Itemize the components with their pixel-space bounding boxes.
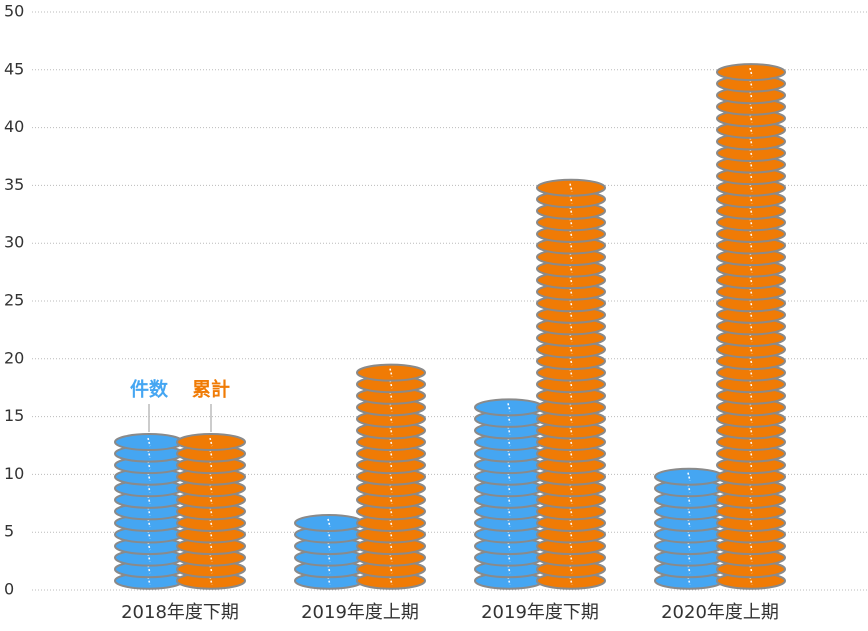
- coin-stack: [654, 467, 724, 590]
- coin-stack: [176, 433, 246, 590]
- x-tick-label: 2018年度下期: [121, 602, 239, 623]
- coin-shine: [507, 403, 511, 412]
- coin-shine: [569, 183, 573, 192]
- coin-shine: [749, 67, 753, 77]
- y-tick-label: 30: [4, 233, 24, 252]
- x-tick-label: 2020年度上期: [661, 602, 779, 623]
- y-tick-label: 50: [4, 2, 24, 21]
- coin-stack: [536, 178, 606, 590]
- coin-shine: [389, 368, 393, 377]
- coin-shine: [209, 437, 213, 447]
- y-tick-label: 40: [4, 117, 24, 136]
- y-tick-label: 15: [4, 406, 24, 425]
- y-tick-label: 20: [4, 348, 24, 367]
- coin-stack: [356, 363, 426, 590]
- y-tick-label: 0: [4, 580, 14, 599]
- coin-stack: [114, 433, 184, 590]
- coin-stack: [474, 398, 544, 590]
- y-tick-label: 5: [4, 522, 14, 541]
- coin-shine: [147, 437, 151, 447]
- coin-shine: [327, 518, 331, 528]
- legend-label: 件数: [130, 378, 169, 401]
- y-tick-label: 10: [4, 464, 24, 483]
- x-tick-label: 2019年度上期: [301, 602, 419, 623]
- coin-shine: [687, 472, 691, 481]
- y-tick-label: 45: [4, 59, 24, 78]
- legend-label: 累計: [192, 378, 230, 401]
- y-tick-label: 25: [4, 291, 24, 310]
- x-tick-label: 2019年度下期: [481, 602, 599, 623]
- y-tick-label: 35: [4, 175, 24, 194]
- coin-stack: [294, 513, 364, 590]
- coin-stack: [716, 63, 786, 590]
